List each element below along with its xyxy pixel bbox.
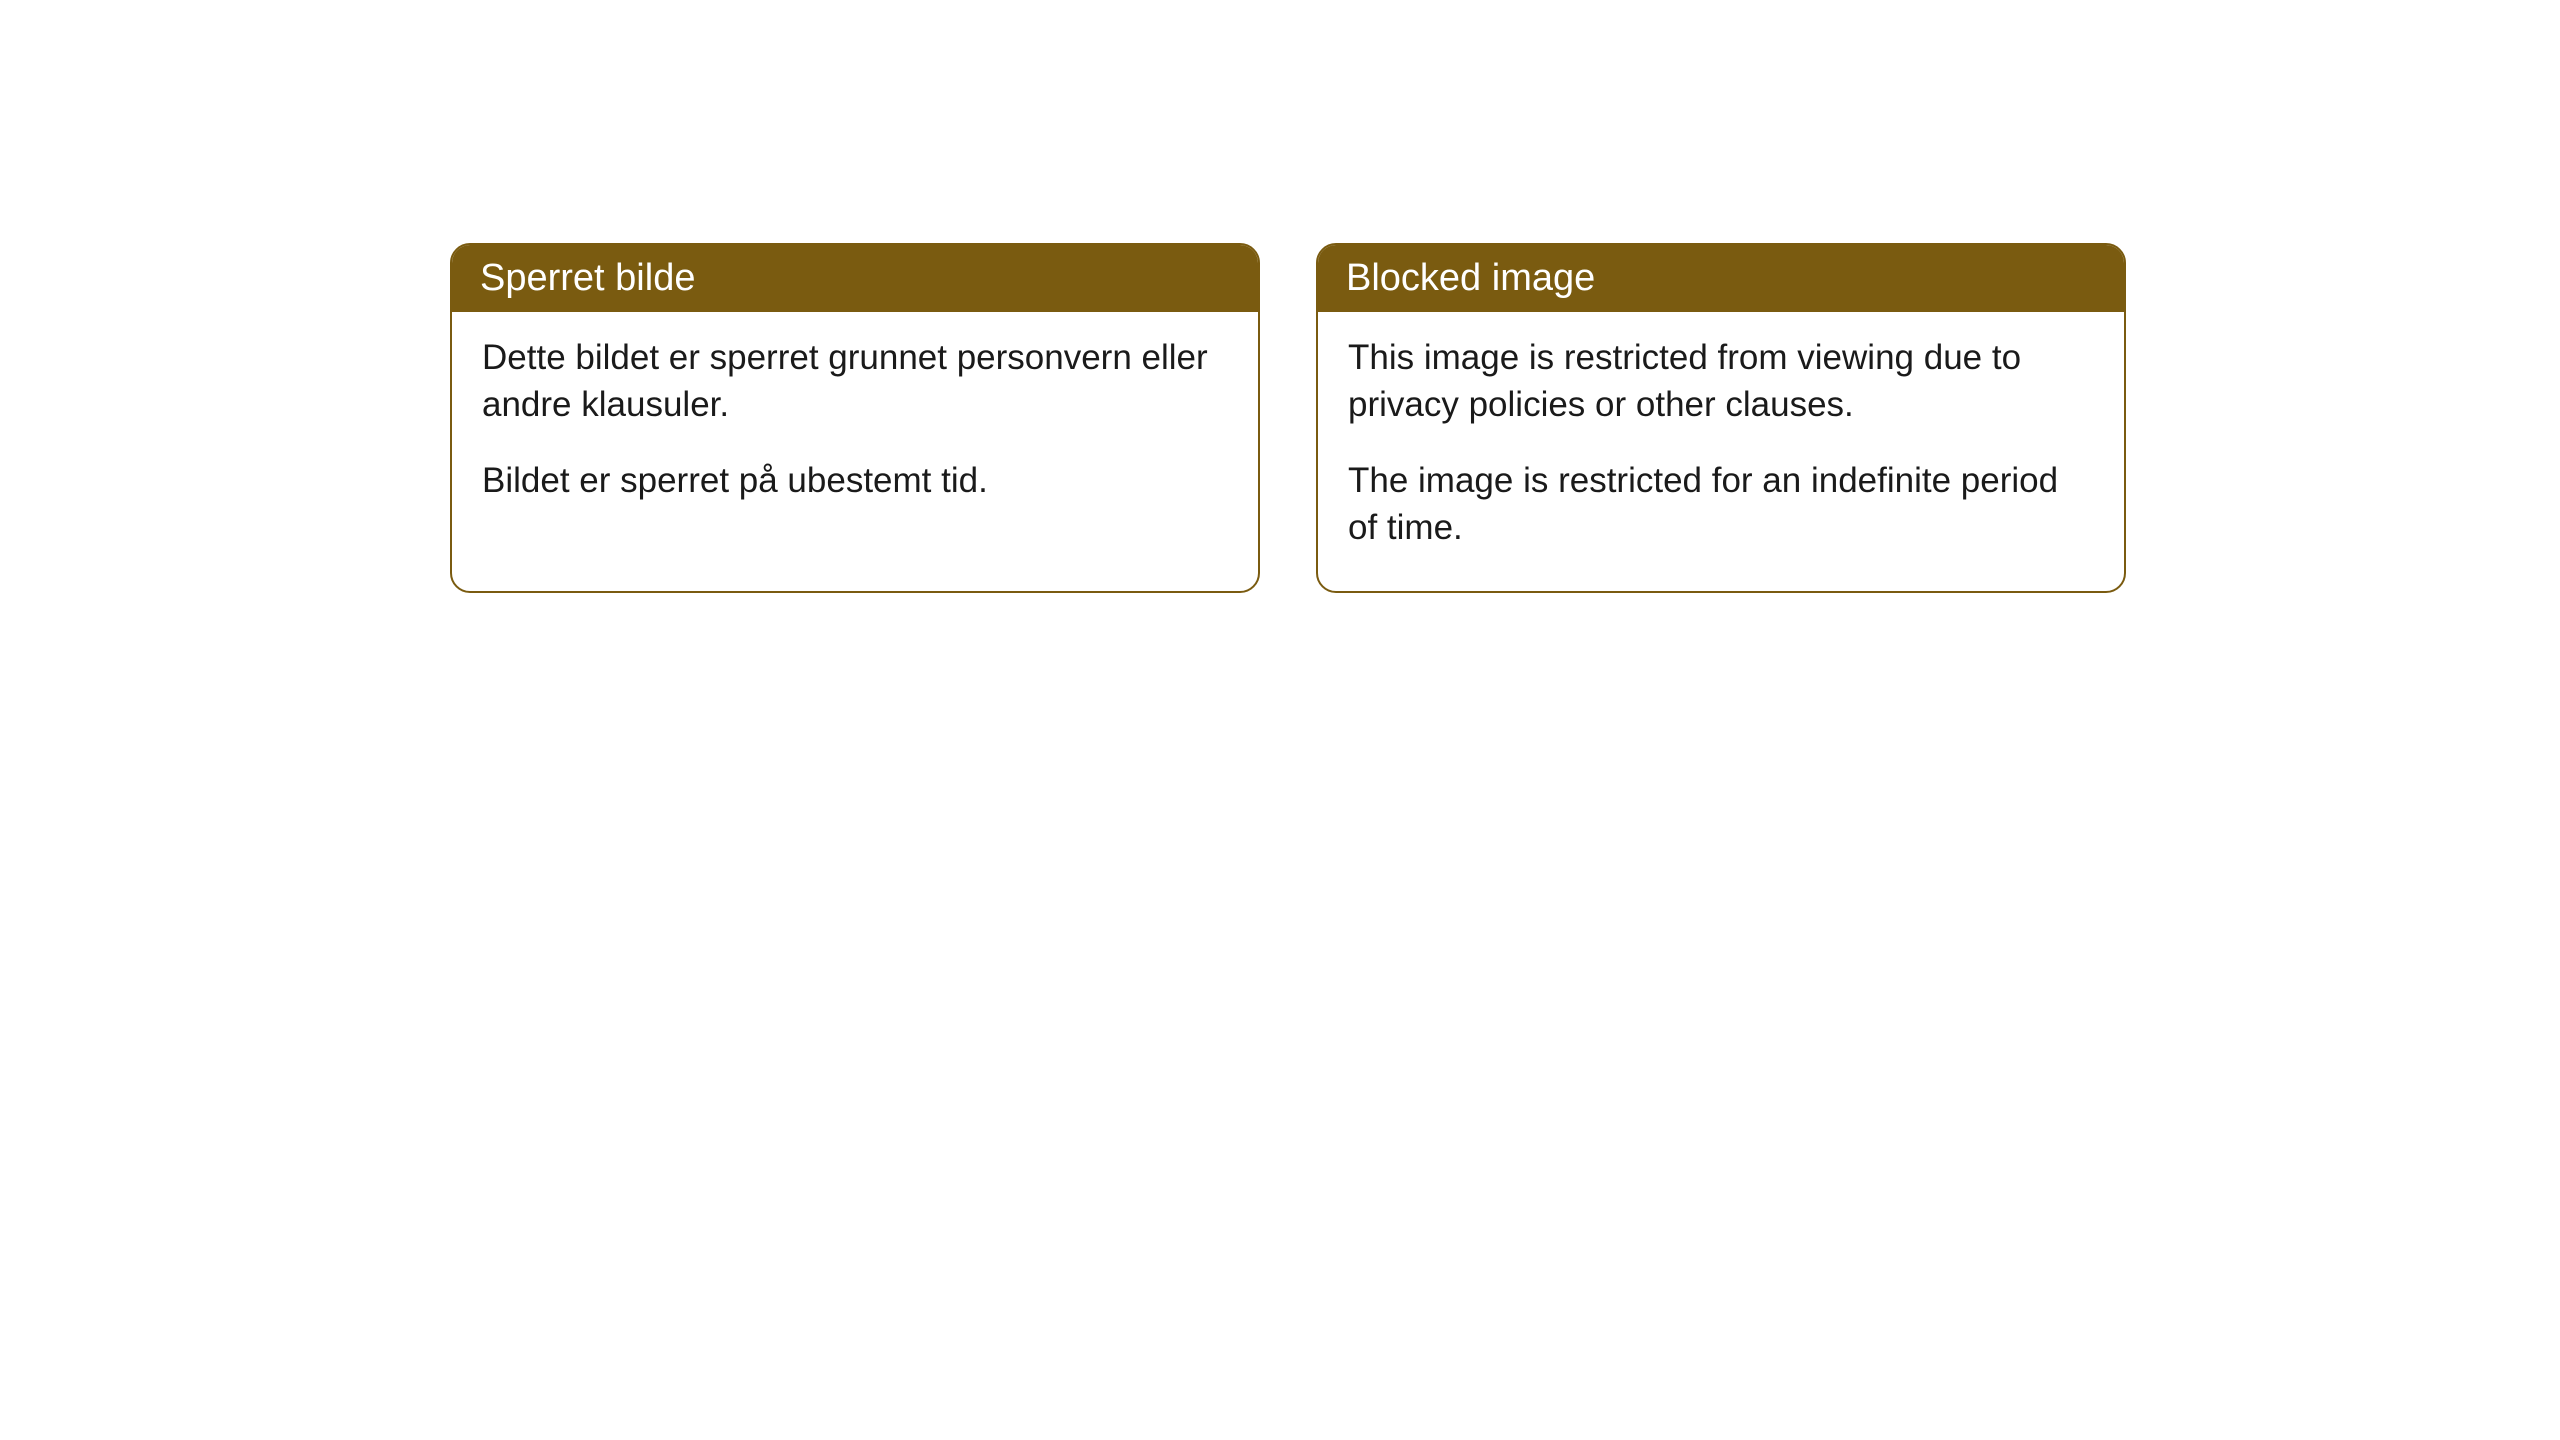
card-title: Sperret bilde	[480, 257, 695, 299]
card-title: Blocked image	[1346, 257, 1595, 299]
card-paragraph: Bildet er sperret på ubestemt tid.	[482, 457, 1228, 504]
blocked-image-card-no: Sperret bilde Dette bildet er sperret gr…	[450, 243, 1260, 593]
card-paragraph: The image is restricted for an indefinit…	[1348, 457, 2094, 552]
card-header: Sperret bilde	[452, 245, 1258, 312]
card-header: Blocked image	[1318, 245, 2124, 312]
card-paragraph: This image is restricted from viewing du…	[1348, 334, 2094, 429]
notice-cards-container: Sperret bilde Dette bildet er sperret gr…	[450, 243, 2126, 593]
card-paragraph: Dette bildet er sperret grunnet personve…	[482, 334, 1228, 429]
blocked-image-card-en: Blocked image This image is restricted f…	[1316, 243, 2126, 593]
card-body: Dette bildet er sperret grunnet personve…	[452, 312, 1258, 544]
card-body: This image is restricted from viewing du…	[1318, 312, 2124, 591]
